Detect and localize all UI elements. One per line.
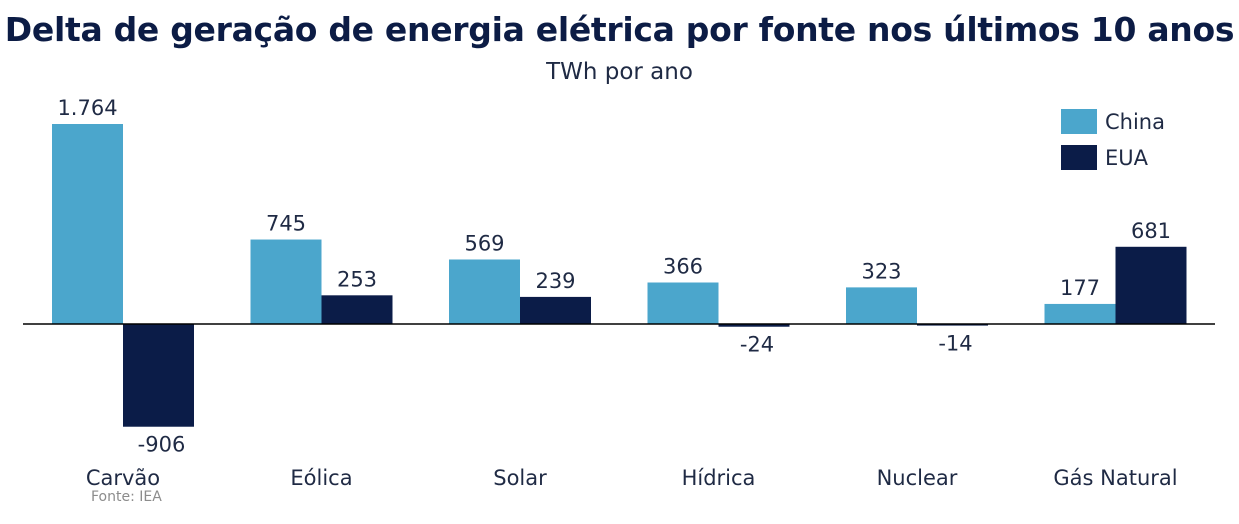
bar-eua-3 [718, 324, 790, 327]
bar-eua-5 [1115, 246, 1187, 324]
data-label-eua-1: 253 [337, 267, 377, 291]
category-label-1: Eólica [290, 466, 352, 490]
data-label-eua-5: 681 [1131, 219, 1171, 243]
data-label-eua-3: -24 [740, 333, 774, 357]
data-label-eua-4: -14 [938, 332, 972, 356]
bar-eua-1 [321, 295, 393, 324]
bar-china-1 [250, 239, 322, 324]
chart-subtitle: TWh por ano [546, 59, 693, 85]
category-label-4: Nuclear [877, 466, 958, 490]
data-label-china-5: 177 [1060, 276, 1100, 300]
legend-swatch-china [1061, 109, 1097, 134]
data-label-china-1: 745 [266, 212, 306, 236]
source-note: Fonte: IEA [91, 489, 162, 505]
bar-china-2 [449, 259, 520, 324]
data-label-eua-2: 239 [535, 269, 575, 293]
data-label-eua-0: -906 [138, 433, 186, 457]
data-label-china-3: 366 [663, 255, 703, 279]
category-label-2: Solar [493, 466, 547, 490]
bar-eua-0 [123, 324, 194, 427]
bar-china-5 [1044, 303, 1116, 324]
data-label-china-2: 569 [464, 231, 504, 255]
data-label-china-4: 323 [861, 259, 901, 283]
chart-title: Delta de geração de energia elétrica por… [4, 10, 1235, 49]
data-label-china-0: 1.764 [57, 96, 117, 120]
legend-label-china: China [1105, 110, 1165, 134]
bar-china-0 [52, 124, 123, 324]
category-label-0: Carvão [86, 466, 160, 490]
legend-label-eua: EUA [1105, 146, 1149, 170]
category-label-5: Gás Natural [1053, 466, 1177, 490]
legend-swatch-eua [1061, 145, 1097, 170]
category-label-3: Hídrica [682, 466, 756, 490]
bar-china-4 [846, 287, 917, 324]
bar-eua-2 [520, 296, 591, 324]
bar-china-3 [647, 282, 719, 324]
